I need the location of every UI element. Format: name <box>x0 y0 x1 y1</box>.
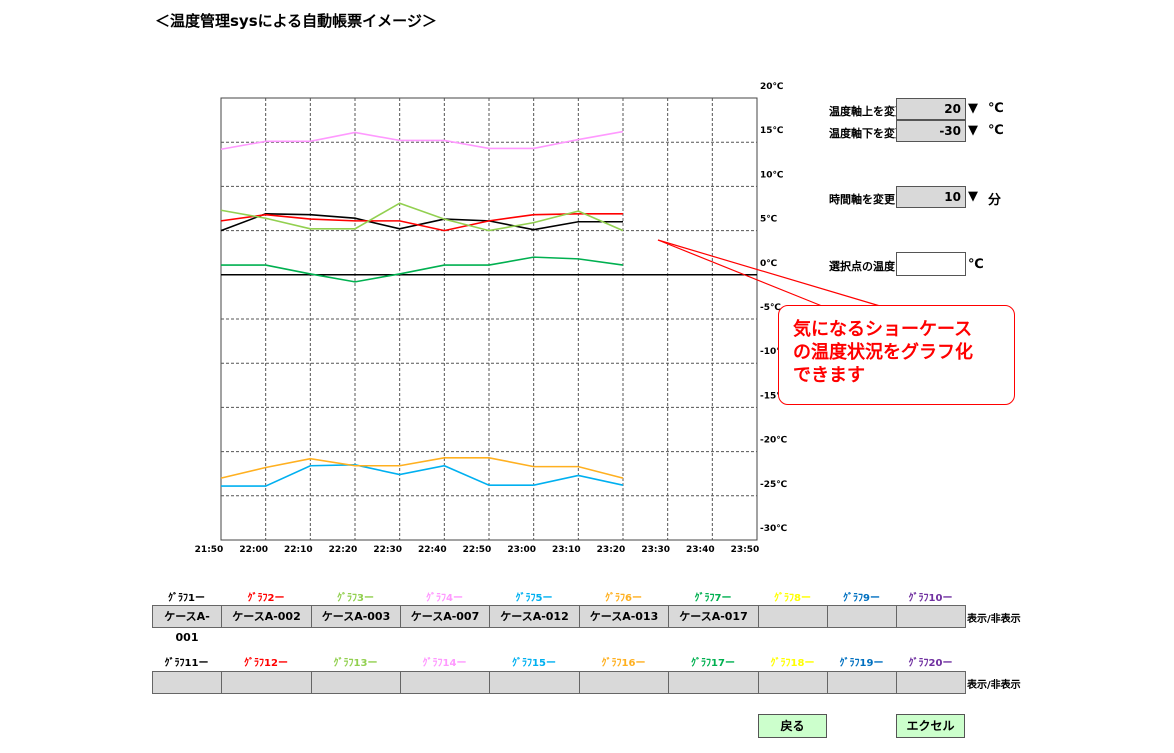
series-line-3 <box>220 202 624 232</box>
temp-lower-label: 温度軸下を変更 <box>829 127 906 140</box>
y-tick-label: -15℃ <box>760 391 787 401</box>
case-select-cell[interactable] <box>221 671 312 694</box>
dropdown-icon[interactable]: ▼ <box>968 189 978 204</box>
legend-label: ｸﾞﾗﾌ1ー <box>168 593 205 604</box>
case-select-cell[interactable] <box>758 671 828 694</box>
series-line-7 <box>221 256 624 283</box>
toggle-visibility-label[interactable]: 表示/非表示 <box>967 614 1021 625</box>
dropdown-icon[interactable]: ▼ <box>968 101 978 116</box>
legend-label: ｸﾞﾗﾌ3ー <box>337 593 374 604</box>
x-tick-label: 22:50 <box>463 545 492 555</box>
series-line-2 <box>220 213 623 232</box>
legend-label: ｸﾞﾗﾌ2ー <box>247 593 285 604</box>
legend-label: ｸﾞﾗﾌ9ー <box>843 593 880 604</box>
time-axis-select[interactable]: 10 <box>896 186 966 208</box>
legend-label: ｸﾞﾗﾌ19ー <box>839 658 884 669</box>
case-select-cell[interactable]: ケースA-013 <box>579 605 669 628</box>
legend-label: ｸﾞﾗﾌ15ー <box>512 658 556 669</box>
legend-label: ｸﾞﾗﾌ12ー <box>244 658 288 669</box>
x-tick-label: 23:10 <box>552 545 581 555</box>
temp-upper-select[interactable]: 20 <box>896 98 966 120</box>
case-select-cell[interactable] <box>896 671 966 694</box>
case-select-cell[interactable] <box>668 671 759 694</box>
legend-label: ｸﾞﾗﾌ18ー <box>770 658 815 669</box>
x-tick-label: 23:40 <box>686 545 715 555</box>
legend-label: ｸﾞﾗﾌ20ー <box>908 658 953 669</box>
legend-label: ｸﾞﾗﾌ14ー <box>422 658 467 669</box>
temp-lower-select[interactable]: -30 <box>896 120 966 142</box>
x-tick-label: 23:20 <box>597 545 626 555</box>
y-tick-label: -5℃ <box>760 303 781 313</box>
selected-temp-field[interactable] <box>896 252 966 276</box>
case-select-cell[interactable]: ケースA-003 <box>311 605 401 628</box>
legend-label: ｸﾞﾗﾌ17ー <box>691 658 735 669</box>
time-axis-unit: 分 <box>988 193 1002 208</box>
case-select-cell[interactable] <box>827 671 897 694</box>
y-tick-label: -25℃ <box>760 480 787 490</box>
temp-upper-label: 温度軸上を変更 <box>829 105 906 118</box>
x-tick-label: 22:10 <box>284 545 313 555</box>
callout-line: の温度状況をグラフ化 <box>793 342 973 363</box>
case-select-cell[interactable]: ケースA-001 <box>152 605 222 644</box>
case-select-cell[interactable] <box>311 671 401 694</box>
series-line-6 <box>220 456 624 479</box>
legend-label: ｸﾞﾗﾌ7ー <box>694 593 732 604</box>
x-tick-label: 23:00 <box>507 545 536 555</box>
case-select-cell[interactable] <box>896 605 966 628</box>
time-axis-label: 時間軸を変更 <box>829 193 895 206</box>
y-tick-label: 5℃ <box>760 215 777 225</box>
callout-line: できます <box>793 365 865 386</box>
x-tick-label: 23:30 <box>641 545 670 555</box>
back-button[interactable]: 戻る <box>758 714 827 738</box>
x-tick-label: 23:50 <box>731 545 760 555</box>
case-select-cell[interactable] <box>827 605 897 628</box>
y-tick-label: 10℃ <box>760 170 784 180</box>
y-tick-label: -10℃ <box>760 347 787 357</box>
series-line-1 <box>220 213 623 232</box>
series-line-5 <box>221 464 624 487</box>
legend-label: ｸﾞﾗﾌ11ー <box>164 658 209 669</box>
case-select-cell[interactable] <box>152 671 222 694</box>
y-tick-label: 0℃ <box>760 259 777 269</box>
x-tick-label: 22:40 <box>418 545 447 555</box>
case-select-cell[interactable]: ケースA-017 <box>668 605 759 628</box>
case-select-cell[interactable]: ケースA-007 <box>400 605 490 628</box>
x-tick-label: 21:50 <box>195 545 224 555</box>
excel-button[interactable]: エクセル <box>896 714 965 738</box>
case-select-cell[interactable] <box>579 671 669 694</box>
y-tick-label: -30℃ <box>760 524 787 534</box>
case-select-cell[interactable]: ケースA-012 <box>489 605 580 628</box>
legend-label: ｸﾞﾗﾌ10ー <box>908 593 953 604</box>
case-select-cell[interactable] <box>489 671 580 694</box>
case-select-cell[interactable] <box>400 671 490 694</box>
legend-label: ｸﾞﾗﾌ8ー <box>774 593 811 604</box>
x-tick-label: 22:20 <box>329 545 358 555</box>
page-title: ＜温度管理sysによる自動帳票イメージ＞ <box>155 12 437 30</box>
toggle-visibility-label[interactable]: 表示/非表示 <box>967 680 1021 691</box>
y-tick-label: -20℃ <box>760 436 787 446</box>
selected-temp-unit: ℃ <box>968 257 984 272</box>
callout-pointer <box>657 239 823 307</box>
legend-label: ｸﾞﾗﾌ5ー <box>515 593 553 604</box>
case-select-cell[interactable] <box>758 605 828 628</box>
legend-label: ｸﾞﾗﾌ6ー <box>605 593 642 604</box>
x-tick-label: 22:00 <box>239 545 268 555</box>
y-tick-label: 20℃ <box>760 82 784 92</box>
x-tick-label: 22:30 <box>373 545 402 555</box>
legend-label: ｸﾞﾗﾌ13ー <box>333 658 378 669</box>
callout-line: 気になるショーケース <box>793 319 973 340</box>
y-tick-label: 15℃ <box>760 126 784 136</box>
case-select-cell[interactable]: ケースA-002 <box>221 605 312 628</box>
temp-lower-unit: ℃ <box>988 123 1004 138</box>
legend-label: ｸﾞﾗﾌ4ー <box>426 593 463 604</box>
callout-pointer <box>657 239 881 307</box>
dropdown-icon[interactable]: ▼ <box>968 123 978 138</box>
series-line-4 <box>220 130 624 151</box>
legend-label: ｸﾞﾗﾌ16ー <box>601 658 646 669</box>
callout-box: 気になるショーケース の温度状況をグラフ化 できます <box>778 305 1015 405</box>
temp-upper-unit: ℃ <box>988 101 1004 116</box>
selected-temp-label: 選択点の温度 <box>829 260 895 273</box>
